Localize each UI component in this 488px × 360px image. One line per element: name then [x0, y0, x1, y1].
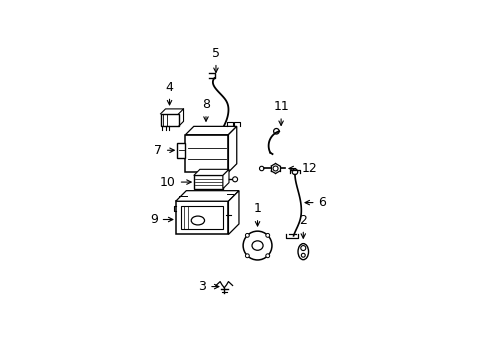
Bar — [185, 135, 228, 172]
Text: 11: 11 — [273, 100, 288, 113]
Text: 3: 3 — [198, 280, 206, 293]
Bar — [181, 206, 223, 229]
Polygon shape — [175, 191, 239, 201]
Ellipse shape — [251, 241, 263, 250]
Text: 2: 2 — [299, 214, 306, 227]
Circle shape — [301, 253, 305, 257]
Bar — [177, 143, 185, 158]
Circle shape — [259, 166, 264, 171]
Polygon shape — [193, 169, 228, 175]
Polygon shape — [185, 126, 236, 135]
Circle shape — [292, 169, 297, 175]
Ellipse shape — [297, 244, 308, 260]
Circle shape — [272, 166, 278, 171]
Bar — [160, 114, 178, 126]
Text: 8: 8 — [202, 98, 209, 111]
Circle shape — [232, 177, 237, 182]
Text: 9: 9 — [149, 213, 158, 226]
Bar — [193, 175, 223, 189]
Text: 5: 5 — [211, 47, 220, 60]
Text: 12: 12 — [301, 162, 316, 175]
Polygon shape — [228, 191, 239, 234]
Bar — [175, 201, 228, 234]
Circle shape — [220, 138, 226, 145]
Polygon shape — [228, 126, 236, 172]
Text: 1: 1 — [253, 202, 261, 215]
Circle shape — [273, 129, 279, 134]
Circle shape — [243, 231, 271, 260]
Circle shape — [245, 254, 249, 258]
Polygon shape — [223, 169, 228, 189]
Circle shape — [300, 246, 305, 251]
Circle shape — [265, 254, 269, 258]
Ellipse shape — [191, 216, 204, 225]
Text: 4: 4 — [165, 81, 173, 94]
Text: 10: 10 — [160, 176, 175, 189]
Text: 7: 7 — [154, 144, 162, 157]
Circle shape — [265, 233, 269, 237]
Circle shape — [245, 233, 249, 237]
Text: 6: 6 — [318, 196, 325, 209]
